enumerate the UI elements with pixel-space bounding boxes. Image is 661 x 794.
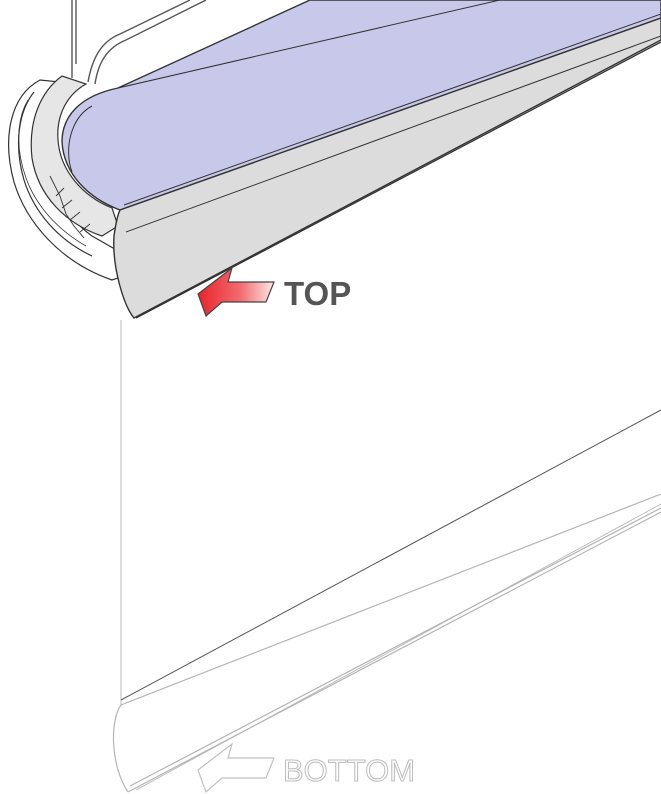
top-label: TOP	[284, 275, 351, 312]
fabric-panel	[120, 320, 661, 705]
bottom-marker: BOTTOM	[197, 742, 416, 794]
bottom-rail	[112, 493, 661, 793]
top-marker: TOP	[197, 266, 351, 318]
arrow-left-outline-icon	[197, 742, 275, 794]
arrow-left-icon	[197, 266, 275, 318]
pull-cord	[71, 0, 207, 85]
bottom-label: BOTTOM	[283, 753, 415, 788]
end-cap-bracket	[8, 75, 125, 281]
cassette-cover	[113, 17, 661, 319]
